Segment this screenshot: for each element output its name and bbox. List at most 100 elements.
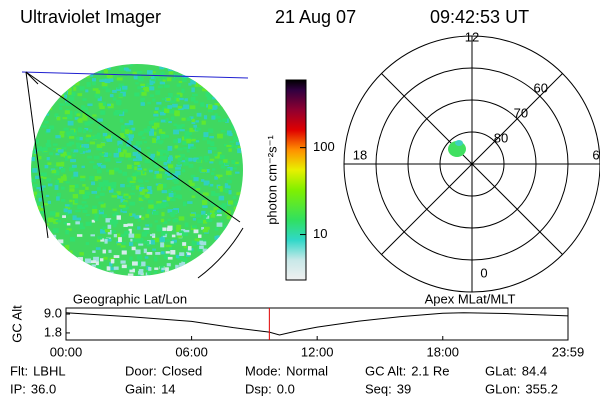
disk-pixel bbox=[172, 209, 178, 214]
date: 21 Aug 07 bbox=[275, 7, 356, 27]
disk-pixel bbox=[188, 180, 193, 184]
disk-pixel bbox=[34, 149, 38, 154]
disk-pixel bbox=[186, 132, 192, 136]
disk-pixel bbox=[203, 115, 208, 120]
disk-pixel bbox=[67, 134, 72, 137]
disk-pixel bbox=[100, 228, 106, 234]
disk-pixel bbox=[170, 241, 174, 244]
disk-pixel bbox=[87, 155, 93, 159]
disk-pixel bbox=[147, 125, 151, 131]
disk-pixel bbox=[93, 256, 99, 262]
disk-pixel bbox=[120, 245, 126, 248]
disk-pixel bbox=[232, 167, 237, 170]
disk-pixel bbox=[57, 178, 64, 183]
disk-pixel bbox=[124, 230, 130, 235]
disk-pixel bbox=[160, 133, 166, 139]
disk-pixel bbox=[71, 258, 77, 264]
disk-pixel bbox=[152, 138, 157, 144]
disk-pixel bbox=[225, 228, 231, 232]
disk-pixel bbox=[196, 69, 201, 74]
disk-pixel bbox=[241, 194, 243, 198]
disk-pixel bbox=[176, 124, 183, 130]
disk-pixel bbox=[168, 188, 172, 194]
disk-pixel bbox=[123, 200, 128, 203]
mlt-label: 18 bbox=[353, 147, 367, 162]
disk-pixel bbox=[128, 120, 134, 126]
disk-pixel bbox=[84, 191, 91, 195]
disk-pixel bbox=[150, 79, 155, 82]
disk-pixel bbox=[39, 228, 46, 233]
disk-pixel bbox=[138, 269, 144, 272]
disk-pixel bbox=[201, 169, 207, 173]
disk-pixel bbox=[242, 109, 243, 112]
disk-pixel bbox=[200, 102, 205, 107]
disk-pixel bbox=[50, 168, 56, 171]
disk-pixel bbox=[31, 241, 36, 247]
disk-pixel bbox=[149, 86, 155, 91]
disk-pixel bbox=[31, 207, 36, 211]
info-label: GC Alt: bbox=[365, 363, 406, 378]
disk-pixel bbox=[108, 249, 112, 253]
disk-pixel bbox=[140, 83, 146, 86]
disk-pixel bbox=[91, 190, 98, 194]
disk-pixel bbox=[122, 149, 127, 154]
disk-pixel bbox=[234, 272, 241, 276]
disk-pixel bbox=[64, 248, 69, 252]
disk-pixel bbox=[169, 277, 174, 280]
disk-pixel bbox=[205, 258, 211, 263]
disk-pixel bbox=[118, 66, 124, 71]
disk-pixel bbox=[240, 189, 243, 194]
disk-pixel bbox=[73, 66, 79, 69]
disk-pixel bbox=[175, 155, 181, 159]
disk-pixel bbox=[145, 214, 150, 218]
disk-pixel bbox=[236, 192, 242, 196]
disk-pixel bbox=[63, 222, 69, 225]
disk-pixel bbox=[93, 271, 99, 276]
disk-pixel bbox=[41, 271, 48, 275]
disk-pixel bbox=[131, 176, 137, 181]
disk-pixel bbox=[33, 183, 38, 188]
disk-pixel bbox=[242, 258, 243, 261]
disk-pixel bbox=[92, 88, 99, 91]
disk-pixel bbox=[84, 204, 89, 208]
disk-pixel bbox=[175, 65, 180, 69]
disk-pixel bbox=[131, 187, 135, 191]
disk-pixel bbox=[120, 128, 127, 132]
disk-pixel bbox=[191, 278, 196, 282]
disk-pixel bbox=[50, 77, 55, 83]
disk-pixel bbox=[116, 191, 121, 195]
disk-pixel bbox=[66, 228, 72, 231]
disk-pixel bbox=[59, 86, 65, 90]
disk-pixel bbox=[113, 223, 117, 228]
disk-pixel bbox=[137, 164, 141, 167]
disk-pixel bbox=[160, 269, 166, 272]
y-axis-label: GC Alt bbox=[9, 305, 24, 343]
disk-pixel bbox=[218, 243, 224, 247]
disk-pixel bbox=[31, 259, 36, 264]
disk-pixel bbox=[126, 184, 132, 188]
disk-pixel bbox=[140, 85, 146, 88]
disk-pixel bbox=[186, 265, 192, 269]
disk-pixel bbox=[176, 194, 182, 199]
disk-pixel bbox=[66, 101, 72, 106]
disk-pixel bbox=[236, 223, 243, 227]
disk-pixel bbox=[225, 276, 230, 278]
disk-pixel bbox=[217, 174, 223, 178]
disk-pixel bbox=[179, 230, 183, 234]
disk-pixel bbox=[203, 71, 208, 75]
disk-pixel bbox=[208, 271, 213, 276]
disk-pixel bbox=[234, 120, 240, 125]
disk-pixel bbox=[156, 227, 163, 232]
disk-pixel bbox=[220, 220, 224, 224]
disk-pixel bbox=[221, 203, 227, 208]
disk-pixel bbox=[130, 192, 135, 195]
disk-pixel bbox=[102, 132, 108, 137]
disk-pixel bbox=[73, 171, 79, 177]
disk-pixel bbox=[133, 74, 138, 80]
disk-pixel bbox=[153, 256, 158, 262]
disk-pixel bbox=[179, 129, 185, 132]
disk-pixel bbox=[164, 65, 169, 70]
disk-pixel bbox=[150, 156, 154, 161]
disk-pixel bbox=[156, 173, 162, 179]
disk-pixel bbox=[164, 202, 169, 207]
